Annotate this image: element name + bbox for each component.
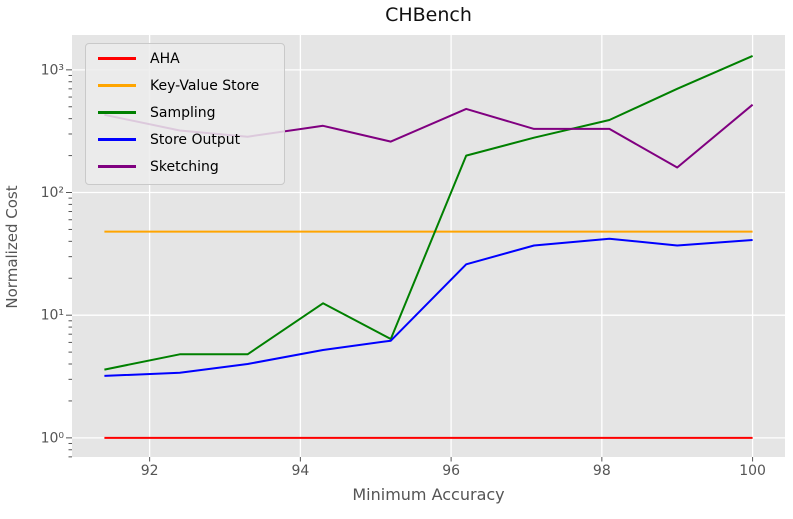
x-tick-label: 100 bbox=[739, 463, 766, 479]
legend-swatch bbox=[98, 165, 136, 168]
legend-swatch bbox=[98, 57, 136, 60]
y-tick-label: 10³ bbox=[41, 62, 64, 78]
legend-item-label: Sketching bbox=[150, 158, 219, 175]
x-axis-label: Minimum Accuracy bbox=[352, 485, 505, 504]
series-line-sampling bbox=[104, 54, 753, 371]
legend-item-label: Store Output bbox=[150, 131, 241, 148]
legend-item-sketching: Sketching bbox=[98, 157, 272, 176]
legend-swatch bbox=[98, 84, 136, 87]
x-tick-label: 92 bbox=[141, 463, 159, 479]
legend-item-label: AHA bbox=[150, 50, 180, 67]
legend: AHA Key-Value Store Sampling Store Output Sk… bbox=[85, 43, 285, 185]
legend-item-sampling: Sampling bbox=[98, 103, 272, 122]
legend-item-aha: AHA bbox=[98, 49, 272, 68]
y-axis-label: Normalized Cost bbox=[3, 185, 21, 309]
x-tick-label: 96 bbox=[442, 463, 460, 479]
y-tick-label: 10¹ bbox=[41, 308, 64, 324]
series-line-store-output bbox=[104, 237, 753, 377]
legend-item-label: Sampling bbox=[150, 104, 216, 121]
x-tick-label: 94 bbox=[291, 463, 309, 479]
legend-item-store-output: Store Output bbox=[98, 130, 272, 149]
legend-item-key-value-store: Key-Value Store bbox=[98, 76, 272, 95]
x-tick-label: 98 bbox=[593, 463, 611, 479]
legend-item-label: Key-Value Store bbox=[150, 77, 260, 94]
y-tick-label: 10⁰ bbox=[41, 430, 65, 446]
y-tick-label: 10² bbox=[41, 185, 64, 201]
legend-swatch bbox=[98, 138, 136, 141]
legend-swatch bbox=[98, 111, 136, 114]
chart-title: CHBench bbox=[385, 4, 472, 26]
